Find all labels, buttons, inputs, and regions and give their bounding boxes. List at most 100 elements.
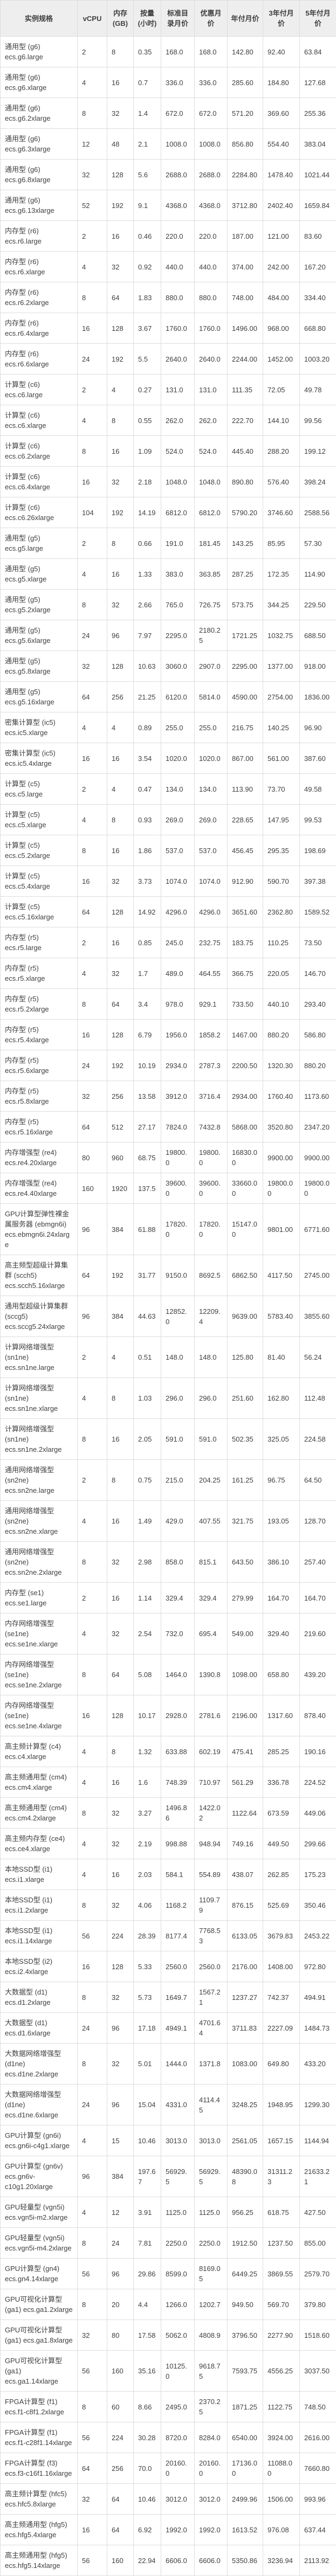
cell-discount_month: 2907.0 [195,651,228,682]
cell-three_year_month: 2362.80 [263,897,300,927]
cell-discount_month: 8169.05 [195,2259,228,2289]
cell-mem: 96 [107,2085,134,2125]
cell-vcpu: 8 [78,2289,107,2320]
cell-spec: FPGA计算型 (f1) ecs.f1-c8f1.2xlarge [1,2392,78,2422]
cell-three_year_month: 369.60 [263,98,300,129]
cell-spec: 内存型 (r5) ecs.r5.6xlarge [1,1050,78,1081]
cell-three_year_month: 1317.60 [263,1695,300,1736]
cell-five_year_month: 2579.70 [300,2259,336,2289]
cell-five_year_month: 637.44 [300,2515,336,2545]
cell-hourly: 61.88 [134,1204,161,1255]
cell-mem: 16 [107,835,134,866]
cell-mem: 128 [107,897,134,927]
cell-hourly: 5.01 [134,2044,161,2085]
cell-year_month: 2244.00 [228,344,263,375]
cell-vcpu: 4 [78,958,107,989]
cell-vcpu: 2 [78,1583,107,1614]
cell-hourly: 0.55 [134,405,161,436]
cell-five_year_month: 224.58 [300,1419,336,1460]
cell-vcpu: 56 [78,2259,107,2289]
cell-five_year_month: 1021.44 [300,160,336,190]
cell-three_year_month: 31311.23 [263,2156,300,2197]
cell-discount_month: 336.0 [195,67,228,98]
cell-vcpu: 2 [78,1460,107,1501]
cell-discount_month: 537.0 [195,835,228,866]
cell-mem: 128 [107,160,134,190]
cell-five_year_month: 219.60 [300,1614,336,1654]
cell-year_month: 6449.25 [228,2259,263,2289]
cell-three_year_month: 220.05 [263,958,300,989]
cell-five_year_month: 748.50 [300,2392,336,2422]
cell-discount_month: 19800.0 [195,1142,228,1173]
cell-list_month: 4949.1 [161,2013,195,2044]
cell-year_month: 16830.00 [228,1142,263,1173]
cell-three_year_month: 184.80 [263,67,300,98]
cell-mem: 8 [107,1378,134,1419]
cell-vcpu: 8 [78,590,107,620]
cell-year_month: 3796.50 [228,2320,263,2351]
cell-vcpu: 8 [78,436,107,467]
cell-vcpu: 96 [78,1296,107,1337]
cell-five_year_month: 383.04 [300,129,336,160]
cell-hourly: 14.92 [134,897,161,927]
cell-mem: 256 [107,682,134,712]
cell-mem: 128 [107,1695,134,1736]
cell-list_month: 4368.0 [161,190,195,221]
cell-vcpu: 64 [78,1255,107,1296]
cell-list_month: 3012.0 [161,2484,195,2515]
cell-list_month: 2640.0 [161,344,195,375]
cell-hourly: 1.09 [134,436,161,467]
cell-three_year_month: 4556.25 [263,2351,300,2392]
cell-hourly: 1.7 [134,958,161,989]
cell-list_month: 9150.0 [161,1255,195,1296]
cell-year_month: 1871.25 [228,2392,263,2422]
cell-spec: 计算型 (c5) ecs.c5.large [1,774,78,805]
cell-five_year_month: 128.70 [300,1501,336,1542]
cell-five_year_month: 398.24 [300,467,336,497]
cell-discount_month: 7432.8 [195,1112,228,1142]
cell-discount_month: 2781.6 [195,1695,228,1736]
cell-mem: 16 [107,1767,134,1798]
cell-mem: 16 [107,1419,134,1460]
cell-mem: 384 [107,2156,134,2197]
cell-hourly: 3.54 [134,743,161,774]
cell-vcpu: 104 [78,497,107,528]
cell-vcpu: 16 [78,313,107,344]
cell-vcpu: 16 [78,866,107,897]
cell-three_year_month: 3679.83 [263,1921,300,1951]
cell-hourly: 13.58 [134,1081,161,1112]
cell-mem: 192 [107,1050,134,1081]
cell-three_year_month: 1760.40 [263,1081,300,1112]
cell-discount_month: 407.55 [195,1501,228,1542]
cell-five_year_month: 146.70 [300,958,336,989]
cell-three_year_month: 19800.00 [263,1173,300,1204]
cell-mem: 4 [107,774,134,805]
cell-hourly: 1.83 [134,282,161,313]
cell-mem: 192 [107,344,134,375]
cell-discount_month: 2787.3 [195,1050,228,1081]
cell-list_month: 1956.0 [161,1020,195,1050]
column-header-hourly: 按量 (小时) [134,1,161,37]
cell-hourly: 3.91 [134,2197,161,2228]
cell-list_month: 17820.0 [161,1204,195,1255]
cell-spec: GPU可视化计算型 (ga1) ecs.ga1.2xlarge [1,2289,78,2320]
cell-five_year_month: 972.80 [300,1951,336,1982]
cell-five_year_month: 64.50 [300,1460,336,1501]
cell-three_year_month: 386.10 [263,1542,300,1583]
cell-spec: 内存型 (r5) ecs.r5.large [1,927,78,958]
cell-mem: 16 [107,67,134,98]
cell-spec: 高主频通用型 (cm4) ecs.cm4.2xlarge [1,1798,78,1829]
cell-hourly: 9.1 [134,190,161,221]
cell-five_year_month: 99.56 [300,405,336,436]
